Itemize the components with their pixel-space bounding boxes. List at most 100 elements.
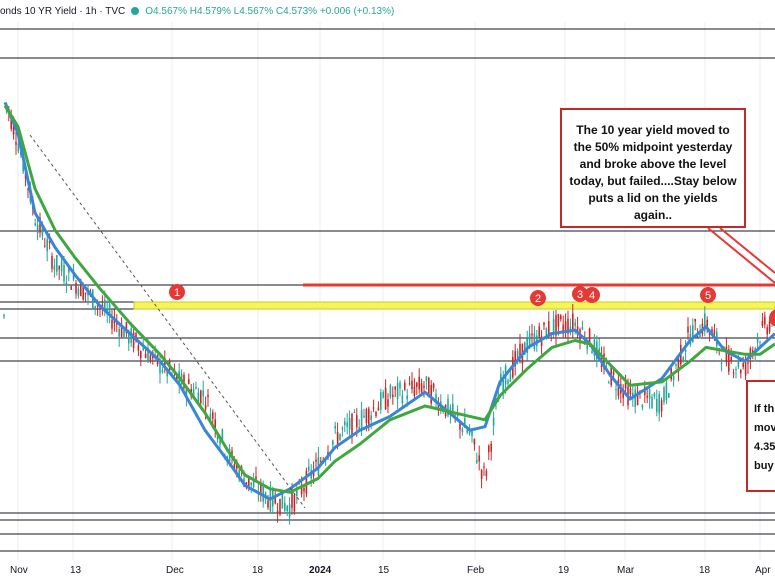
price-bar-body <box>51 255 53 269</box>
price-bar-body <box>761 320 764 326</box>
price-bar-body <box>432 383 435 389</box>
price-bar-body <box>586 341 588 349</box>
price-bar-body <box>509 373 512 382</box>
price-bar-body <box>461 429 464 433</box>
price-bar-body <box>116 323 118 325</box>
price-bar-body <box>516 350 519 359</box>
price-bar-body <box>651 396 653 408</box>
price-bar-body <box>137 345 140 351</box>
price-bar-body <box>286 505 288 512</box>
price-bar-body <box>365 409 368 423</box>
price-bar-body <box>336 432 339 444</box>
price-bar-body <box>185 388 188 397</box>
price-bar-body <box>615 388 617 391</box>
price-bar-body <box>363 415 365 418</box>
price-bar-body <box>725 346 728 363</box>
price-bar-body <box>557 314 560 327</box>
price-bar-body <box>562 324 564 331</box>
price-bar-body <box>72 272 75 280</box>
price-bar-body <box>70 286 72 290</box>
price-bar-body <box>466 429 468 433</box>
fast-ma-line <box>3 101 775 501</box>
side-box-line: buy <box>754 460 774 472</box>
price-bar-body <box>591 351 593 354</box>
price-bar-body <box>622 389 624 399</box>
price-bar-body <box>94 306 96 309</box>
price-bar-body <box>60 261 63 272</box>
price-bar-body <box>581 326 584 330</box>
price-bar-body <box>84 292 87 295</box>
price-bar-body <box>699 333 701 339</box>
price-bar-body <box>665 382 668 401</box>
price-bar-body <box>598 348 600 352</box>
price-bar-body <box>552 319 555 332</box>
price-bar-body <box>368 408 370 425</box>
price-bar-body <box>740 369 742 374</box>
price-bar-body <box>632 392 634 398</box>
price-bar-body <box>543 322 545 326</box>
price-bar-body <box>408 383 411 385</box>
price-bar-body <box>423 385 425 388</box>
price-bar-body <box>58 266 60 270</box>
trend-line-dashed <box>29 134 306 509</box>
price-bar-body <box>147 348 149 363</box>
resistance-zone <box>133 301 775 310</box>
pointer-line <box>707 227 775 284</box>
marker-5 <box>700 287 716 303</box>
price-bar-body <box>612 372 615 375</box>
price-bar-body <box>231 450 233 456</box>
price-bar-body <box>353 412 356 414</box>
price-bar-body <box>219 439 221 445</box>
price-bar-body <box>104 299 106 312</box>
price-bar-body <box>274 497 276 504</box>
price-bar-body <box>65 282 68 286</box>
price-bar-body <box>252 480 255 488</box>
price-bar-body <box>188 379 190 384</box>
price-bar-body <box>687 326 689 333</box>
price-bar-body <box>471 429 473 437</box>
price-bar-body <box>572 313 574 331</box>
price-bar-body <box>653 393 656 397</box>
x-tick-label: 2024 <box>309 565 332 576</box>
price-bar-body <box>248 476 250 486</box>
status-dot-icon <box>131 7 140 15</box>
price-bar-body <box>197 392 200 405</box>
price-bar-body <box>75 282 77 294</box>
price-bar-body <box>636 391 639 406</box>
price-bar-body <box>483 466 485 468</box>
price-bar-body <box>668 393 670 398</box>
x-tick-label: 13 <box>70 565 82 576</box>
price-bar-body <box>293 494 296 512</box>
price-bar-body <box>212 412 214 419</box>
price-bar-body <box>380 392 382 410</box>
price-bar-body <box>348 417 351 430</box>
price-bar-body <box>392 394 394 397</box>
price-bar-body <box>161 370 164 373</box>
price-bar-body <box>531 333 533 336</box>
price-bar-body <box>27 188 29 190</box>
price-bar-body <box>334 425 336 429</box>
price-bar-body <box>428 377 430 398</box>
price-bar-body <box>346 422 348 427</box>
price-bar-body <box>418 376 420 390</box>
price-bar-body <box>713 330 716 334</box>
price-bar-body <box>502 378 504 393</box>
price-bar-body <box>372 407 375 409</box>
price-bar-body <box>245 482 248 485</box>
price-bar-body <box>514 351 516 367</box>
price-bar-body <box>351 413 353 438</box>
grid-lines <box>17 22 761 560</box>
price-bar-body <box>720 362 723 364</box>
price-bar-body <box>456 414 459 416</box>
price-bar-body <box>464 418 466 428</box>
price-bar-body <box>706 319 708 331</box>
price-bar-body <box>291 492 293 508</box>
price-bar-body <box>200 390 202 404</box>
price-bar-body <box>387 399 389 407</box>
price-bar-body <box>216 433 219 440</box>
price-bar-body <box>646 395 648 398</box>
price-bar-body <box>490 443 492 452</box>
price-bar-body <box>704 313 706 332</box>
ohlc-readout: O4.567% H4.579% L4.567% C4.573% +0.006 (… <box>145 5 395 17</box>
